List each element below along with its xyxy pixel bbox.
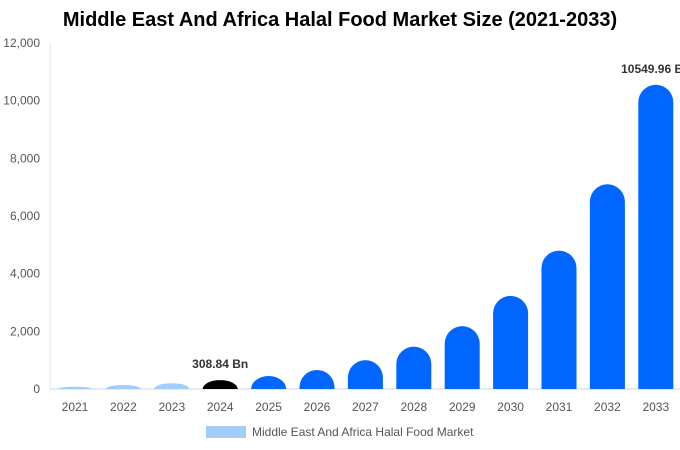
y-tick-label: 0 xyxy=(33,382,40,396)
bar-2022 xyxy=(105,384,141,389)
bar-2024 xyxy=(202,380,238,389)
x-tick-label: 2030 xyxy=(497,400,524,414)
bar-2032 xyxy=(589,184,625,389)
x-tick-label: 2021 xyxy=(62,400,89,414)
y-tick-label: 4,000 xyxy=(10,267,40,281)
x-tick-label: 2033 xyxy=(642,400,669,414)
x-tick-label: 2029 xyxy=(449,400,476,414)
legend[interactable]: Middle East And Africa Halal Food Market xyxy=(206,425,473,439)
data-label-2033: 10549.96 Bn xyxy=(621,62,680,76)
bar-2023 xyxy=(154,383,190,389)
x-tick-label: 2026 xyxy=(304,400,331,414)
y-tick-label: 10,000 xyxy=(3,94,40,108)
bar-2027 xyxy=(347,360,383,389)
x-tick-label: 2023 xyxy=(158,400,185,414)
bar-2029 xyxy=(444,326,480,389)
x-tick-label: 2028 xyxy=(400,400,427,414)
bar-2021 xyxy=(57,386,93,389)
x-tick-label: 2027 xyxy=(352,400,379,414)
bar-2028 xyxy=(396,346,432,389)
x-tick-label: 2025 xyxy=(255,400,282,414)
legend-label: Middle East And Africa Halal Food Market xyxy=(252,425,474,439)
chart-title: Middle East And Africa Halal Food Market… xyxy=(62,9,618,31)
y-tick-label: 6,000 xyxy=(10,209,40,223)
y-tick-label: 2,000 xyxy=(10,324,40,338)
y-tick-label: 8,000 xyxy=(10,151,40,165)
bar-2033 xyxy=(638,84,674,390)
bar-2026 xyxy=(299,369,335,389)
bar-2031 xyxy=(541,250,577,389)
data-label-2024: 308.84 Bn xyxy=(192,357,248,371)
bar-2025 xyxy=(251,376,287,389)
legend-swatch xyxy=(206,426,246,438)
y-tick-label: 12,000 xyxy=(3,36,40,50)
x-tick-label: 2024 xyxy=(207,400,234,414)
x-tick-label: 2031 xyxy=(546,400,573,414)
bar-2030 xyxy=(493,295,529,389)
x-tick-label: 2022 xyxy=(110,400,137,414)
x-tick-label: 2032 xyxy=(594,400,621,414)
